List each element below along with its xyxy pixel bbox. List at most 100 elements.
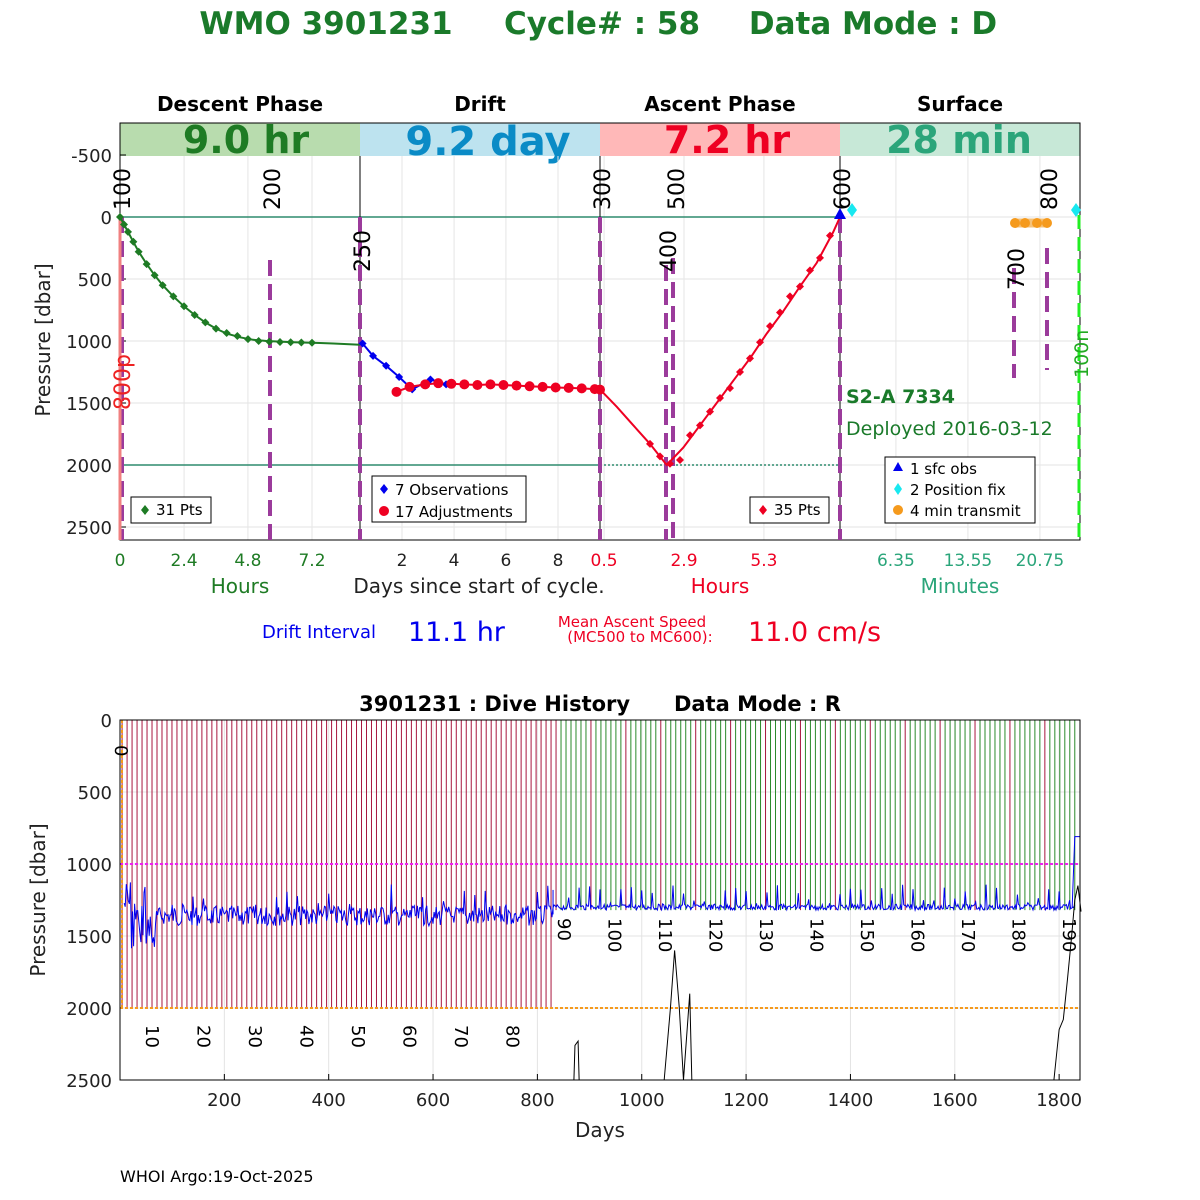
mc-label-700: 700 <box>1005 248 1030 290</box>
drift-adjustment-point-7 <box>485 379 496 390</box>
drift-adjustment-point-8 <box>498 380 509 391</box>
bottom-xtick-label-6: 1400 <box>828 1090 874 1111</box>
duration-drift: 9.2 day <box>405 119 570 165</box>
drift-pressure-trace <box>123 882 1076 949</box>
descent-point-13 <box>222 328 231 337</box>
depth-trace-3 <box>1053 885 1082 1081</box>
descent-point-7 <box>158 281 167 290</box>
footer-credit: WHOI Argo:19-Oct-2025 <box>120 1167 314 1186</box>
title-cycle: Cycle# : 58 <box>504 6 700 42</box>
ascent-speed-label-2: (MC500 to MC600): <box>567 628 712 646</box>
duration-ascent: 7.2 hr <box>664 118 791 162</box>
legend-drift-adj-marker <box>379 506 389 516</box>
ascent-point-0 <box>646 439 654 448</box>
top-y-axis-label: Pressure [dbar] <box>31 263 55 416</box>
legend-surface: 1 sfc obs 2 Position fix 4 min transmit <box>884 456 1036 524</box>
bottom-ytick-label-5: 2500 <box>66 1071 112 1092</box>
top-xtick-label-2-1: 2.9 <box>670 551 697 571</box>
ascent-point-15 <box>796 282 804 291</box>
drift-adjustment-point-14 <box>576 383 587 394</box>
x-unit-ascent: Hours <box>691 574 750 598</box>
drift-interval-label: Drift Interval <box>262 622 376 643</box>
bottom-ytick-label-3: 1500 <box>66 927 112 948</box>
ascent-point-6 <box>706 407 714 416</box>
transmit-point-1 <box>1010 218 1020 228</box>
ascent-point-17 <box>816 253 824 262</box>
mission-cycle-markers <box>120 217 1049 540</box>
ascent-point-16 <box>806 266 814 275</box>
drift-interval-value: 11.1 hr <box>408 617 506 648</box>
drift-adjustment-point-2 <box>420 379 431 390</box>
position-fix-marker-2 <box>1071 203 1081 217</box>
cycle-label-100: 100 <box>604 918 625 952</box>
mc-label-500: 500 <box>665 168 690 210</box>
transmit-point-2 <box>1020 218 1030 228</box>
top-xtick-label-1-1: 4 <box>449 551 460 571</box>
ascent-point-9 <box>736 368 744 376</box>
ascent-speed-label-1: Mean Ascent Speed <box>558 613 706 631</box>
top-xtick-label-3-1: 13.55 <box>944 551 993 571</box>
legend-drift: 7 Observations 17 Adjustments <box>371 475 527 523</box>
ascent-point-3 <box>676 456 684 465</box>
legend-descent-label: 31 Pts <box>156 501 203 519</box>
cycle-label-10: 10 <box>141 1025 162 1048</box>
figure-title: WMO 3901231 Cycle# : 58 Data Mode : D <box>199 6 997 42</box>
bottom-cycle-labels: 0 10 20 30 40 50 60 70 80 90 100 110 120 130 140 150 160… <box>110 745 1079 1048</box>
drift-adjustment-point-3 <box>433 378 444 389</box>
ascent-point-7 <box>716 394 724 403</box>
cycle-label-130: 130 <box>755 918 776 952</box>
descent-point-1 <box>120 220 128 229</box>
drift-observation-point-1 <box>369 351 378 360</box>
phase-title-ascent: Ascent Phase <box>644 92 795 116</box>
cycle-label-80: 80 <box>502 1025 523 1048</box>
drift-adjustment-point-6 <box>472 380 483 391</box>
descent-point-19 <box>286 338 295 347</box>
legend-drift-obs-marker <box>380 484 388 494</box>
band-descent <box>120 123 360 156</box>
top-xtick-label-1-0: 2 <box>397 551 408 571</box>
ascent-point-8 <box>726 384 734 393</box>
descent-point-2 <box>124 227 132 236</box>
mc-label-250: 250 <box>351 230 376 272</box>
top-ytick-label-5: 2000 <box>66 456 112 477</box>
mc-label-400: 400 <box>657 230 682 272</box>
descent-point-21 <box>308 338 316 347</box>
band-ascent <box>600 123 840 156</box>
descent-point-6 <box>150 271 159 280</box>
drift-adjustment-point-11 <box>537 381 548 392</box>
ascent-point-2 <box>666 459 674 468</box>
band-drift <box>360 123 600 156</box>
top-x-ticks: 0 2.4 4.8 7.2 2 4 6 8 0.5 2.9 5.3 6.35 13.55 20.75 <box>115 551 1065 571</box>
legend-ascent: 35 Pts <box>749 496 830 524</box>
legend-ascent-label: 35 Pts <box>774 501 821 519</box>
phase-title-surface: Surface <box>917 92 1003 116</box>
descent-point-5 <box>142 260 151 269</box>
top-series <box>116 213 841 468</box>
cycle-label-60: 60 <box>399 1025 420 1048</box>
legend-position-fix-label: 2 Position fix <box>910 481 1006 499</box>
top-xtick-label-0-3: 7.2 <box>298 551 325 571</box>
top-ytick-label-2: 500 <box>78 270 112 291</box>
top-ytick-label-1: 0 <box>101 208 112 229</box>
top-ytick-label-6: 2500 <box>66 518 112 539</box>
ascent-speed-value: 11.0 cm/s <box>748 617 881 648</box>
cycle-label-110: 110 <box>654 918 675 952</box>
legend-transmit-label: 4 min transmit <box>910 502 1021 520</box>
surface-markers <box>834 203 1081 228</box>
cycle-label-160: 160 <box>907 918 928 952</box>
bottom-ytick-label-0: 0 <box>101 711 112 732</box>
top-xtick-label-1-3: 8 <box>553 551 564 571</box>
legend-sfc-obs-label: 1 sfc obs <box>910 460 977 478</box>
phase-title-drift: Drift <box>454 92 506 116</box>
transmit-point-3 <box>1032 218 1042 228</box>
drift-observation-point-3 <box>395 372 404 381</box>
legend-descent: 31 Pts <box>130 496 212 524</box>
top-xtick-label-1-2: 6 <box>501 551 512 571</box>
bottom-ytick-label-2: 1000 <box>66 855 112 876</box>
dive-history-title: 3901231 : Dive History Data Mode : R <box>359 692 841 716</box>
drift-adjustment-point-9 <box>511 380 522 391</box>
position-fix-marker-1 <box>847 203 857 217</box>
top-xtick-label-2-2: 5.3 <box>750 551 777 571</box>
descent-point-20 <box>297 338 306 347</box>
depth-trace-1 <box>573 1039 580 1081</box>
